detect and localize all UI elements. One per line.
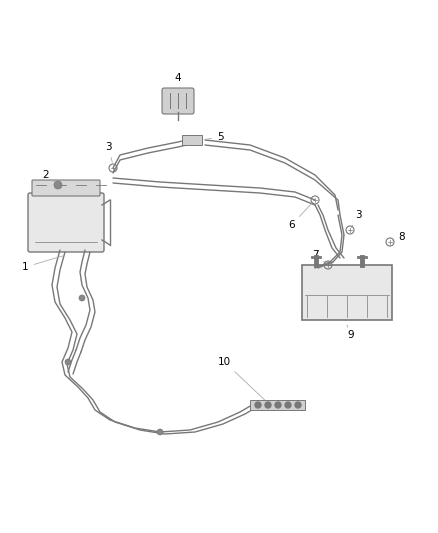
- FancyBboxPatch shape: [162, 88, 194, 114]
- Text: 4: 4: [175, 73, 181, 83]
- Text: 2: 2: [42, 170, 56, 183]
- Circle shape: [295, 402, 301, 408]
- Circle shape: [275, 402, 281, 408]
- Text: 7: 7: [312, 250, 326, 263]
- FancyBboxPatch shape: [28, 193, 104, 252]
- Circle shape: [265, 402, 271, 408]
- FancyBboxPatch shape: [182, 135, 202, 145]
- Text: 9: 9: [347, 325, 353, 340]
- FancyBboxPatch shape: [32, 180, 100, 196]
- Text: 3: 3: [105, 142, 112, 163]
- Text: 10: 10: [218, 357, 268, 403]
- FancyBboxPatch shape: [250, 400, 305, 410]
- Circle shape: [65, 359, 71, 365]
- Circle shape: [285, 402, 291, 408]
- FancyBboxPatch shape: [302, 265, 392, 320]
- Text: 5: 5: [205, 132, 224, 142]
- Circle shape: [79, 295, 85, 301]
- Circle shape: [255, 402, 261, 408]
- Text: 3: 3: [351, 210, 362, 228]
- Text: 1: 1: [22, 256, 64, 272]
- Text: 6: 6: [288, 202, 313, 230]
- Text: 8: 8: [392, 232, 405, 242]
- Circle shape: [54, 181, 62, 189]
- Circle shape: [157, 429, 163, 435]
